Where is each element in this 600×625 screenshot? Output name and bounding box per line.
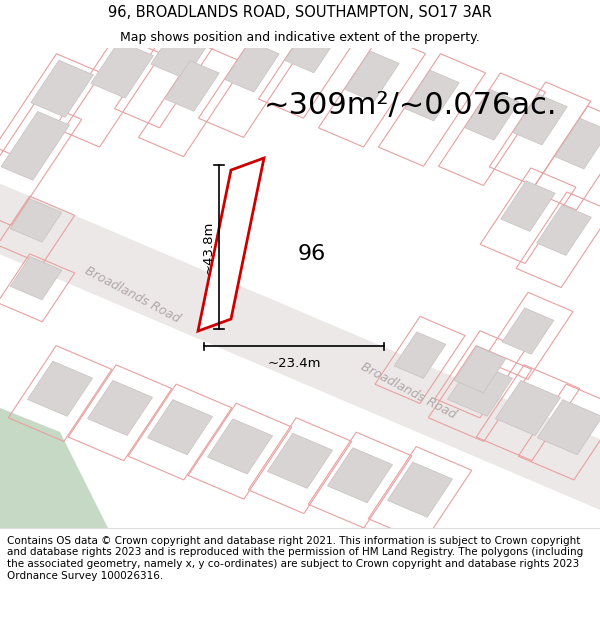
Text: Contains OS data © Crown copyright and database right 2021. This information is : Contains OS data © Crown copyright and d… bbox=[7, 536, 583, 581]
Polygon shape bbox=[537, 205, 591, 256]
Polygon shape bbox=[555, 118, 600, 169]
Polygon shape bbox=[0, 73, 600, 579]
Polygon shape bbox=[10, 199, 62, 242]
Text: 96: 96 bbox=[298, 244, 326, 264]
Polygon shape bbox=[285, 22, 339, 72]
Polygon shape bbox=[28, 361, 92, 416]
Polygon shape bbox=[91, 41, 154, 98]
Polygon shape bbox=[513, 94, 567, 145]
Polygon shape bbox=[151, 22, 214, 79]
Text: ~43.8m: ~43.8m bbox=[202, 220, 215, 274]
Polygon shape bbox=[165, 61, 219, 111]
Text: ~23.4m: ~23.4m bbox=[267, 357, 321, 370]
Polygon shape bbox=[345, 51, 399, 102]
Polygon shape bbox=[1, 111, 70, 180]
Polygon shape bbox=[465, 89, 519, 140]
Polygon shape bbox=[502, 308, 554, 354]
Text: Broadlands Road: Broadlands Road bbox=[358, 361, 458, 422]
Polygon shape bbox=[268, 433, 332, 488]
Polygon shape bbox=[208, 419, 272, 474]
Polygon shape bbox=[454, 346, 506, 392]
Polygon shape bbox=[538, 399, 600, 455]
Polygon shape bbox=[10, 257, 62, 300]
Polygon shape bbox=[328, 448, 392, 503]
Polygon shape bbox=[388, 462, 452, 518]
Polygon shape bbox=[496, 381, 560, 436]
Polygon shape bbox=[448, 361, 512, 416]
Text: Broadlands Road: Broadlands Road bbox=[82, 264, 182, 326]
Polygon shape bbox=[225, 41, 279, 92]
Text: 96, BROADLANDS ROAD, SOUTHAMPTON, SO17 3AR: 96, BROADLANDS ROAD, SOUTHAMPTON, SO17 3… bbox=[108, 6, 492, 21]
Text: ~309m²/~0.076ac.: ~309m²/~0.076ac. bbox=[264, 91, 557, 119]
Polygon shape bbox=[0, 408, 108, 528]
Polygon shape bbox=[394, 332, 446, 378]
Polygon shape bbox=[405, 70, 459, 121]
Polygon shape bbox=[31, 60, 94, 118]
Text: Map shows position and indicative extent of the property.: Map shows position and indicative extent… bbox=[120, 31, 480, 44]
Polygon shape bbox=[198, 158, 264, 331]
Polygon shape bbox=[501, 181, 555, 231]
Polygon shape bbox=[88, 381, 152, 436]
Polygon shape bbox=[148, 399, 212, 455]
